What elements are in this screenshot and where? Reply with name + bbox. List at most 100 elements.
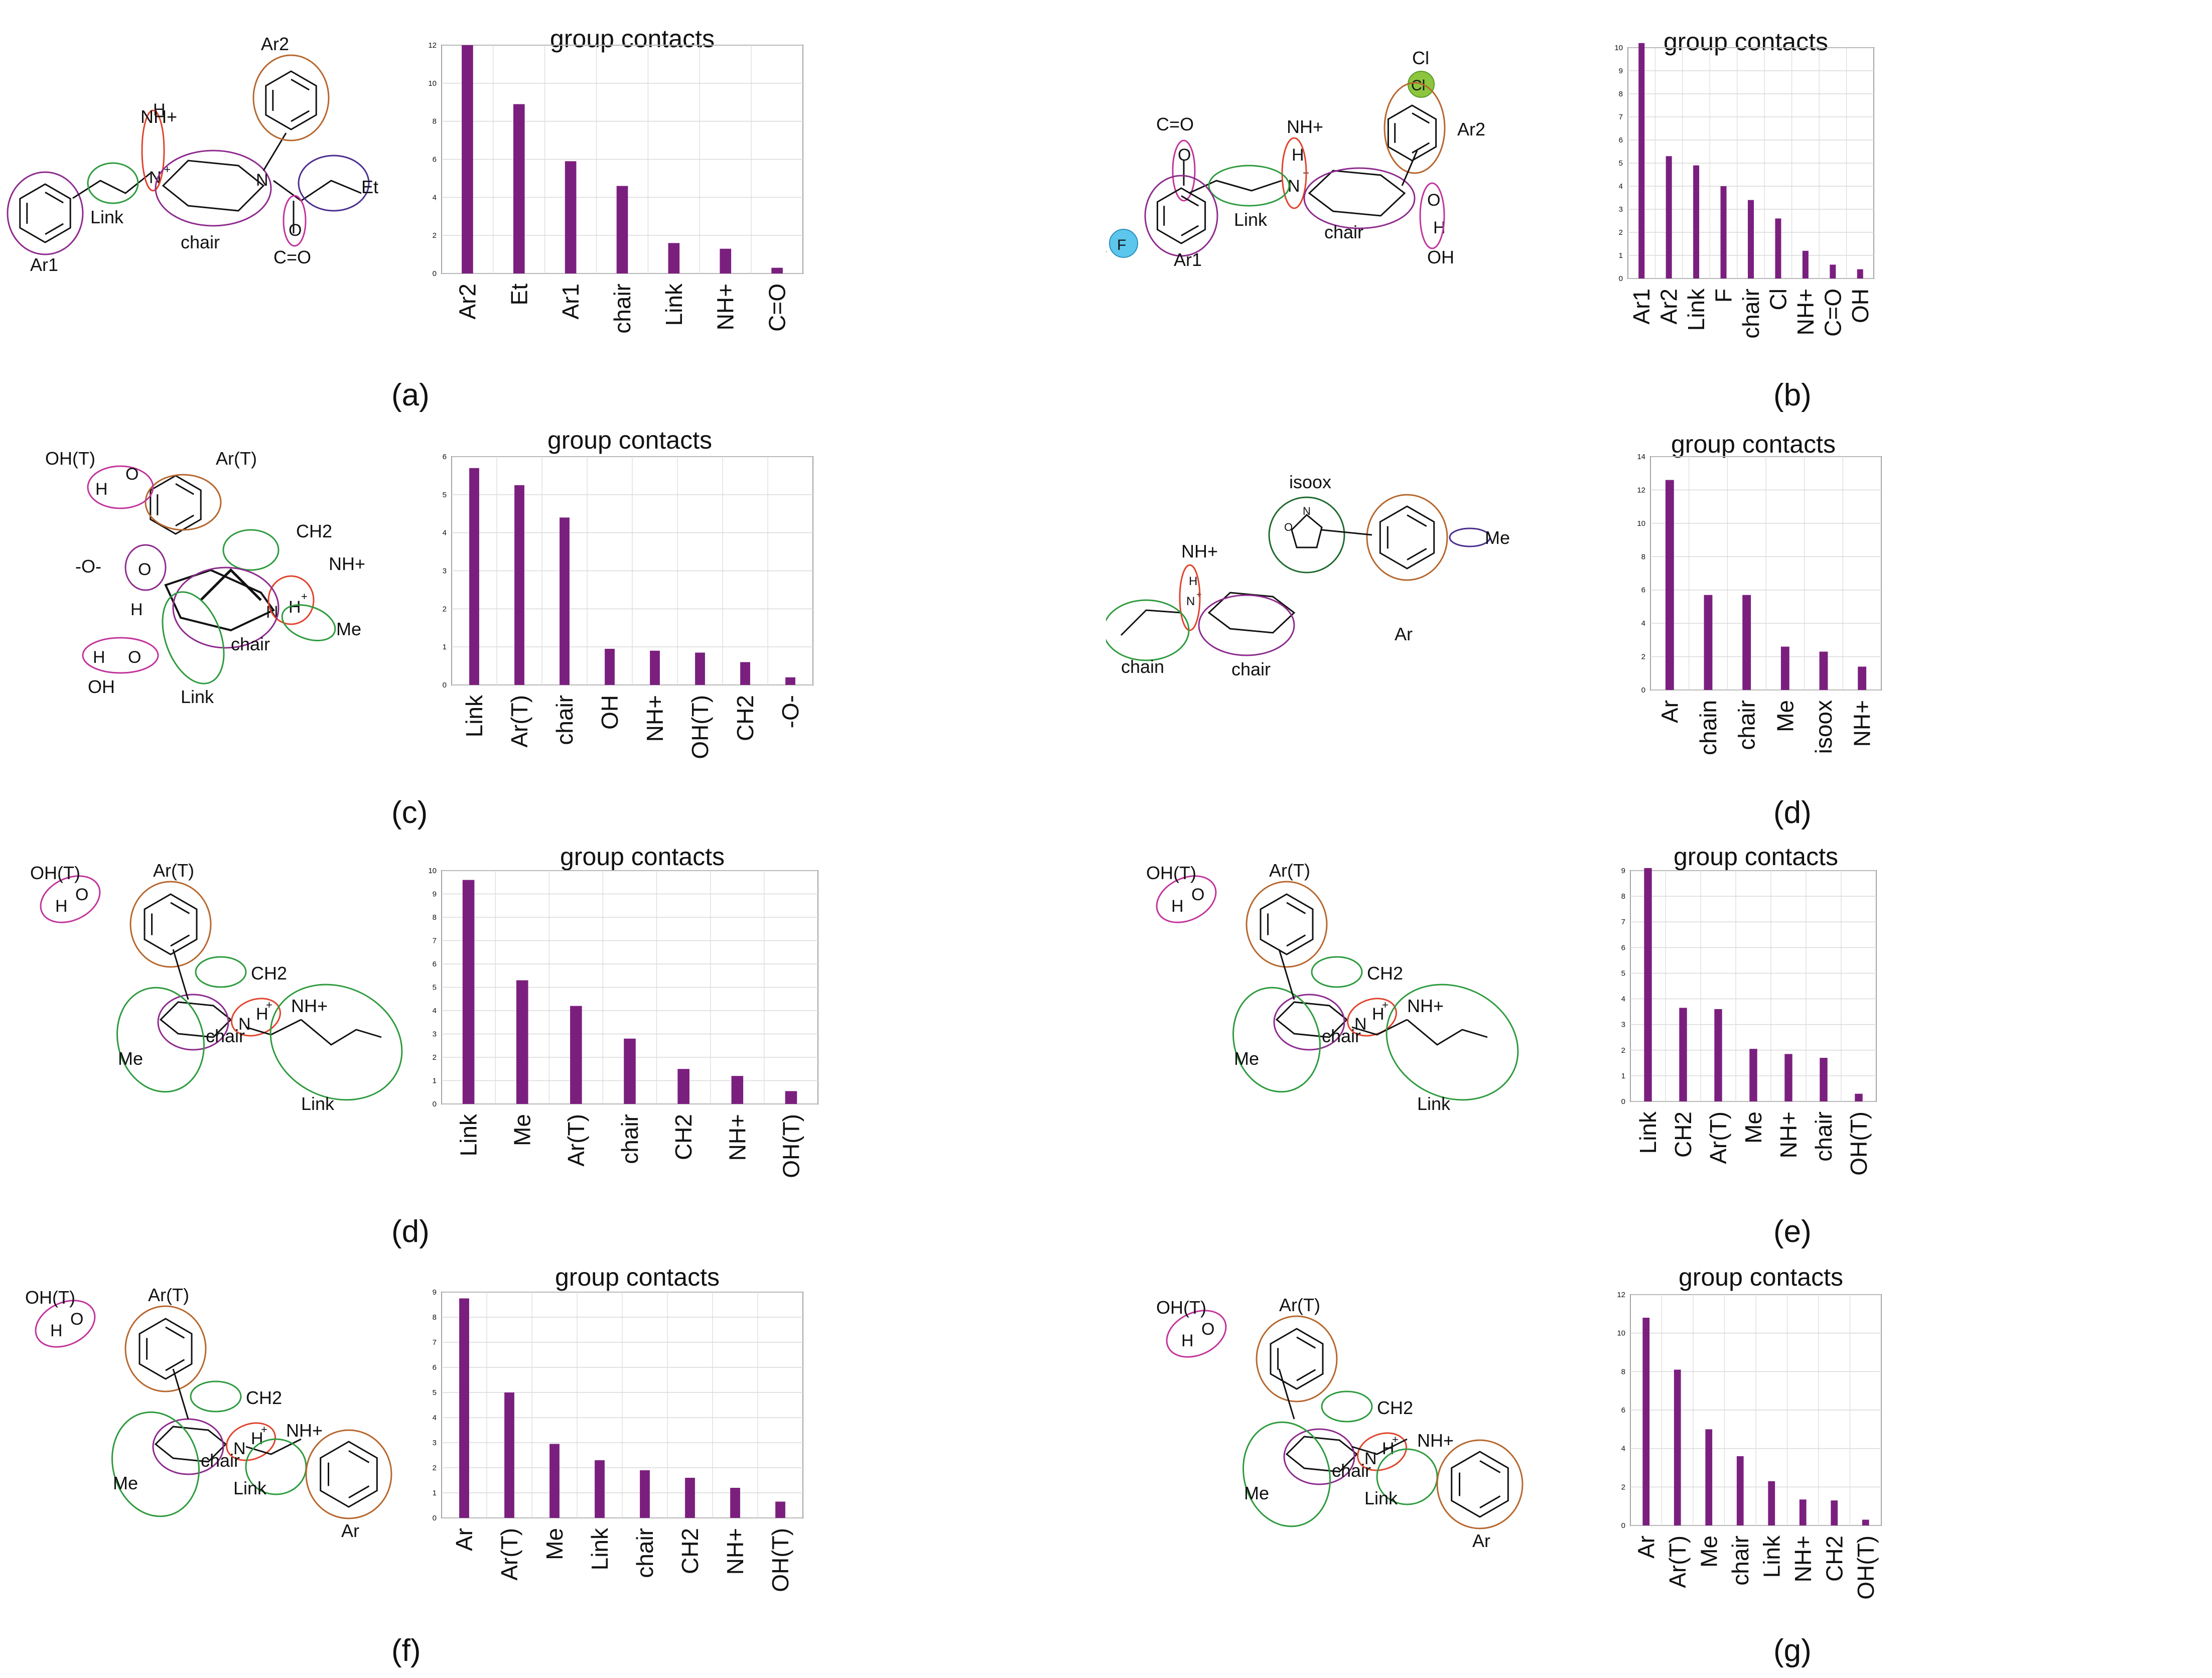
- x-category-label: Link: [1683, 288, 1709, 331]
- panel-label: (d): [391, 1214, 430, 1249]
- x-category-label: chair: [1811, 1111, 1837, 1162]
- bond: [1278, 1368, 1295, 1420]
- group-me-outline: [1232, 987, 1321, 1093]
- x-category-label: NH+: [642, 695, 668, 742]
- bar-chair: [616, 186, 628, 273]
- group-chain-outline: [1106, 599, 1190, 661]
- y-tick-label: 0: [1621, 1097, 1625, 1106]
- y-tick-label: 0: [1641, 686, 1645, 694]
- bar-OH: [605, 648, 615, 685]
- propyl-chain: [1120, 609, 1182, 636]
- bar-Link: [1693, 165, 1700, 278]
- y-tick-label: 9: [433, 890, 437, 899]
- group-oh-t-outline: [1166, 1310, 1227, 1358]
- atom-label: H: [1181, 1331, 1194, 1350]
- x-category-label: NH+: [1849, 700, 1875, 747]
- y-tick-label: 1: [433, 1489, 437, 1497]
- group-label: Cl: [1412, 48, 1429, 68]
- bar-Ar(T): [1714, 1009, 1722, 1101]
- x-category-label: Ar2: [1656, 289, 1682, 325]
- atom-label: H: [95, 480, 108, 499]
- group-ar-outline: [1366, 494, 1448, 581]
- bar-NH+: [731, 1076, 744, 1104]
- y-tick-label: 5: [1621, 969, 1625, 977]
- y-tick-label: 8: [1621, 1367, 1625, 1376]
- group-me-outline: [1242, 1421, 1331, 1527]
- group-label: Me: [118, 1048, 143, 1069]
- panel-label: (c): [391, 795, 428, 830]
- group-ar-t-outline: [124, 1305, 207, 1392]
- group-label: Ar1: [1174, 249, 1202, 270]
- y-tick-label: 6: [433, 1363, 437, 1372]
- y-tick-label: 2: [443, 605, 447, 613]
- bar-OH(T): [695, 652, 705, 685]
- bond: [1321, 529, 1372, 536]
- y-tick-label: 0: [433, 1514, 437, 1522]
- bar-NH+: [650, 650, 660, 685]
- group-label: Link: [301, 1093, 335, 1114]
- ring-bond: [1156, 187, 1206, 244]
- y-tick-label: 4: [1621, 1445, 1625, 1453]
- y-tick-label: 10: [1617, 1329, 1625, 1338]
- group-label: CH2: [246, 1387, 282, 1408]
- group-me-outline: [111, 1411, 200, 1517]
- group-label: chain: [1121, 656, 1164, 677]
- panel-label: (d): [1773, 795, 1812, 830]
- double-bond: [1412, 112, 1430, 124]
- x-category-label: OH(T): [687, 695, 713, 759]
- group-label: CH2: [251, 963, 287, 984]
- bar-CH2: [677, 1069, 689, 1104]
- alkene-chain: [301, 1019, 382, 1046]
- chair-ring: [159, 1001, 232, 1038]
- atom-label: H: [55, 897, 68, 916]
- bar-chart-c: group contacts 0 1 2 3 4 5 6 Link Ar(T) chair OH NH+…: [391, 426, 813, 830]
- group-label: Link: [1364, 1488, 1398, 1508]
- group-label: CH2: [1377, 1397, 1413, 1418]
- group-co-outline: [1172, 139, 1196, 202]
- group-label: OH: [88, 676, 115, 697]
- group-ar-t-outline: [145, 474, 222, 531]
- x-category-label: Link: [1758, 1535, 1784, 1578]
- y-tick-label: 2: [1621, 1483, 1625, 1491]
- bond: [245, 1438, 302, 1455]
- atom-label: +: [1382, 999, 1389, 1011]
- x-category-label: Ar(T): [563, 1114, 589, 1167]
- y-tick-label: 6: [443, 453, 447, 461]
- group-label: chair: [1231, 659, 1271, 679]
- group-nh-outline: [267, 575, 315, 625]
- bar-Ar(T): [1674, 1369, 1681, 1525]
- double-bond: [1412, 142, 1430, 154]
- bar-chart-f: group contacts 0 1 2 3 4 5 6 7 8 9 Ar Ar(T) Me Link cha…: [391, 1263, 803, 1668]
- bar-Ar(T): [504, 1392, 514, 1518]
- group-label: Me: [336, 619, 361, 639]
- bar-chair: [1748, 200, 1754, 278]
- atom-label: +: [261, 1423, 267, 1436]
- ring-bond: [159, 1001, 232, 1038]
- bar-OH: [1857, 269, 1863, 278]
- atom-label: H: [256, 1005, 268, 1024]
- bar-Ar: [1642, 1318, 1650, 1525]
- group-label: Link: [90, 207, 124, 227]
- y-tick-label: 2: [1619, 228, 1623, 237]
- atom-label: Cl: [1411, 77, 1425, 94]
- x-category-label: -O-: [777, 695, 803, 728]
- atom-label: O: [289, 221, 302, 240]
- group-ar-t-outline: [1256, 1315, 1338, 1403]
- bar-CH2: [740, 662, 750, 685]
- bond: [1401, 150, 1418, 186]
- panel-f: O H OH(T) Ar(T) CH2 N H + NH+ Me chair Link Ar group …: [0, 1259, 1106, 1678]
- ring-bond: [1260, 893, 1314, 955]
- ring-bond: [265, 70, 317, 130]
- atom-label: N: [238, 1015, 251, 1034]
- bar-NH+: [1799, 1499, 1807, 1525]
- x-category-label: Ar2: [454, 284, 480, 320]
- group-oh-t-outline: [40, 875, 101, 923]
- bar-chair: [560, 517, 570, 685]
- y-tick-label: 7: [433, 1338, 437, 1347]
- alkene-chain: [1407, 1019, 1488, 1046]
- group-et-outline: [298, 155, 370, 212]
- y-tick-label: 2: [433, 231, 437, 240]
- benzene-ring: [1156, 187, 1206, 244]
- bridge-ring: [164, 569, 275, 632]
